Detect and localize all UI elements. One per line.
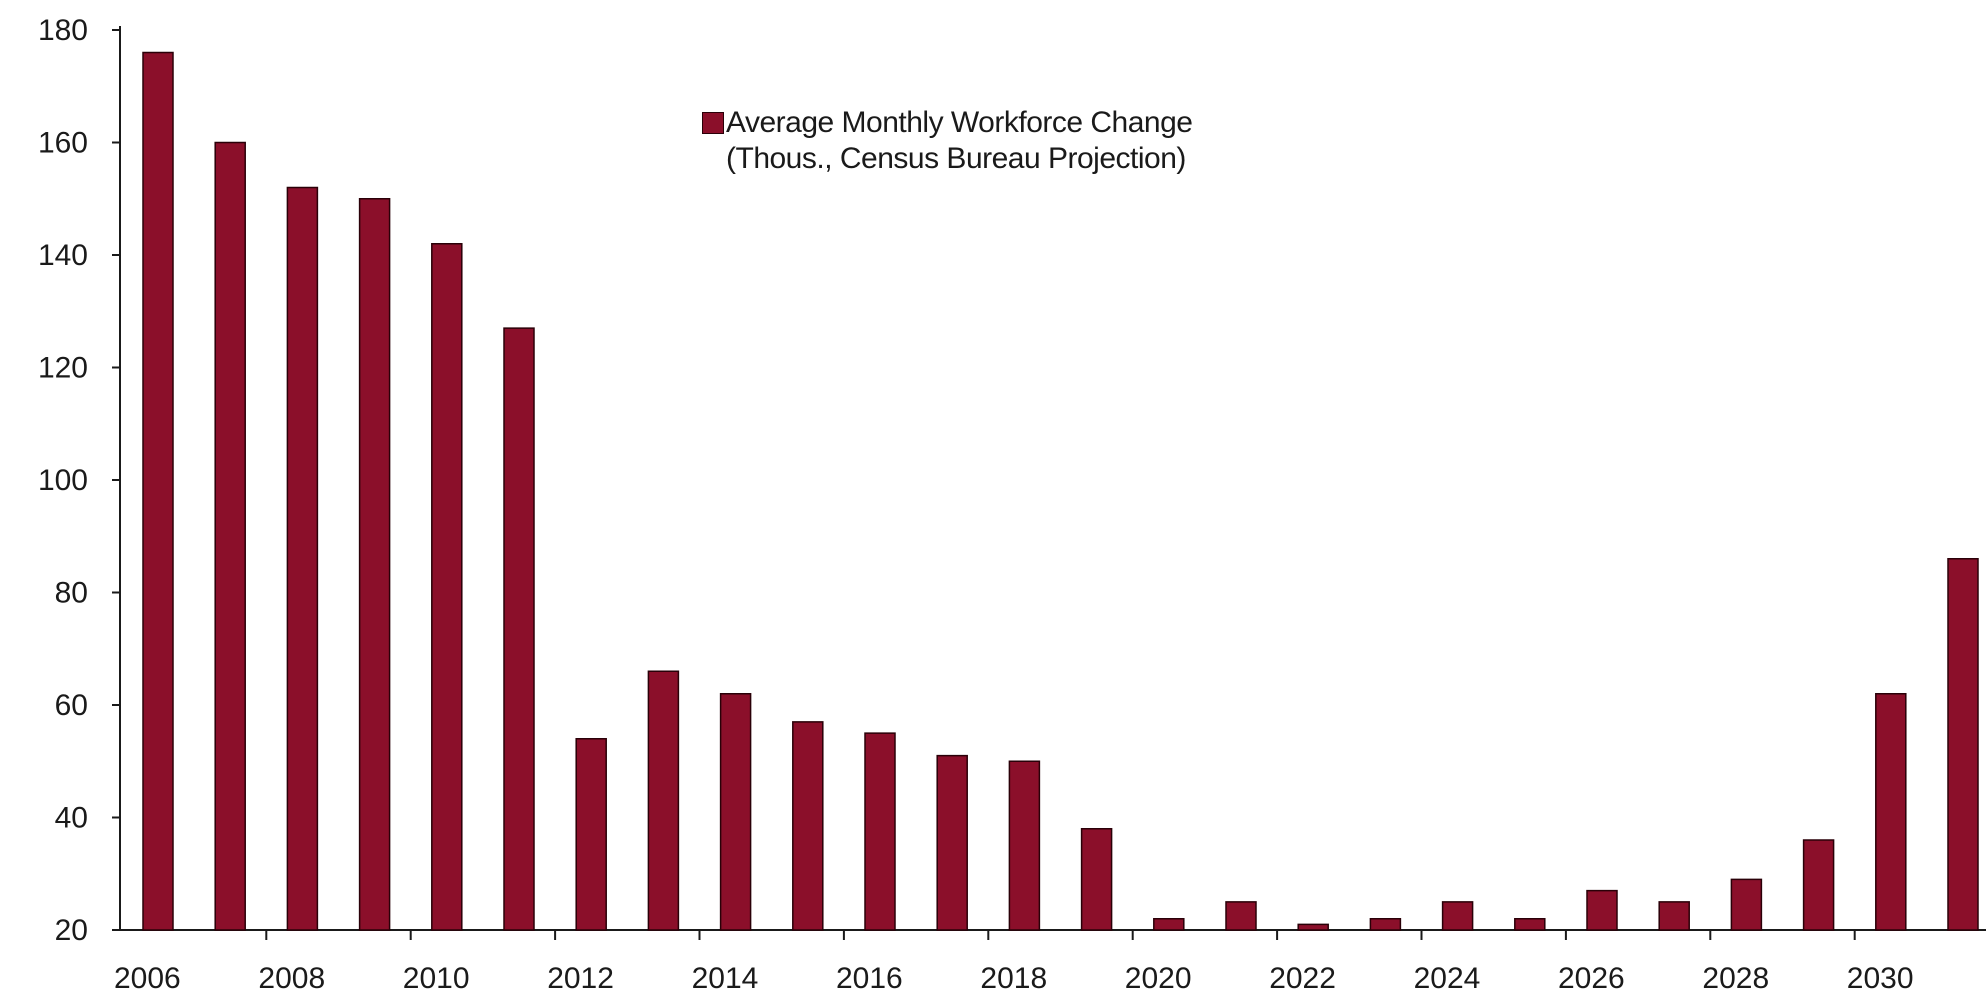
bar [503,327,535,931]
bar [864,732,896,931]
x-tick-label: 2030 [1847,962,1914,995]
bar [1730,878,1763,931]
bar [1514,918,1546,931]
bar [214,141,246,931]
x-tick-label: 2010 [403,962,470,995]
bar [1441,901,1474,931]
y-tick-label: 160 [38,127,88,160]
bar [575,738,607,931]
bar [1225,901,1257,931]
x-tick-label: 2020 [1125,962,1192,995]
y-tick-label: 120 [38,352,88,385]
bar-series [142,51,1979,931]
y-tick-label: 100 [38,464,88,497]
bar [1153,918,1185,931]
bar [1802,839,1835,931]
bar [719,693,752,931]
bar [1008,760,1041,931]
bar [1586,889,1618,931]
x-tick-label: 2014 [692,962,759,995]
y-tick-label: 60 [55,689,88,722]
bar [647,670,680,931]
x-tick-label: 2016 [836,962,903,995]
y-axis: 20 40 60 80 100 120 140 160 180 [38,14,121,947]
bar [936,754,968,931]
y-tick-label: 140 [38,239,88,272]
y-tick-label: 180 [38,14,88,47]
legend-label: Average Monthly Workforce Change (Thous.… [726,106,1193,175]
x-tick-label: 2008 [258,962,325,995]
x-tick-label: 2012 [547,962,614,995]
bar [1369,918,1402,931]
bar [431,243,463,931]
bar [1875,693,1907,931]
x-axis: 2006 2008 2010 2012 2014 2016 2018 2020 2022 2024… [114,929,1986,995]
x-tick-label: 2026 [1558,962,1625,995]
bar [792,721,824,931]
legend-swatch [702,112,724,134]
bar [286,186,319,931]
x-tick-label: 2028 [1702,962,1769,995]
x-tick-label: 2022 [1269,962,1336,995]
x-tick-label: 2018 [980,962,1047,995]
x-tick-label: 2024 [1414,962,1481,995]
legend: Average Monthly Workforce Change (Thous.… [702,105,1286,177]
bar [1080,828,1113,931]
y-tick-label: 80 [55,577,88,610]
x-tick-label: 2006 [114,962,181,995]
bar [1658,901,1690,931]
bar [358,198,391,931]
bar [1297,923,1329,931]
bar [1947,558,1979,931]
y-tick-label: 40 [55,802,88,835]
bar [142,51,174,931]
legend-item: Average Monthly Workforce Change (Thous.… [702,105,1286,177]
y-tick-label: 20 [55,914,88,947]
